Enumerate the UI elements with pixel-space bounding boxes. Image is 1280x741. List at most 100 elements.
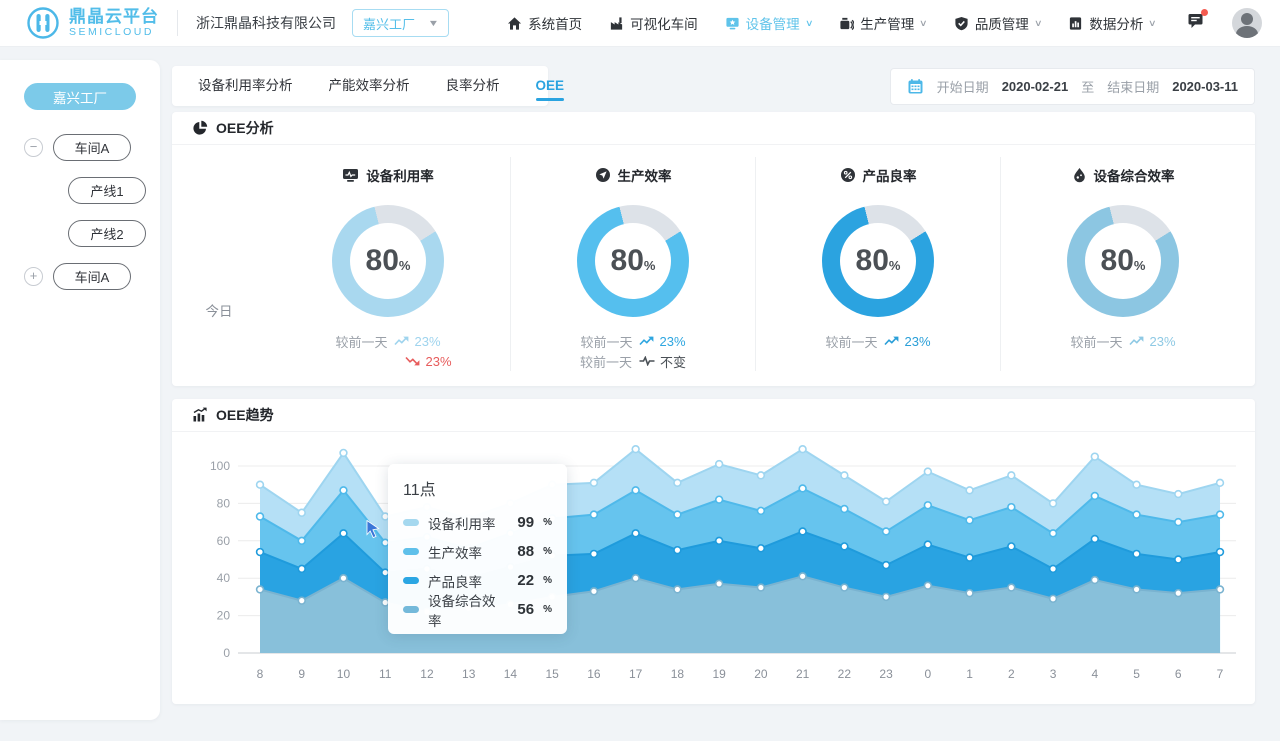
metric-overall-efficiency: 设备综合效率 80% 较前一天 23% <box>1000 157 1245 371</box>
brand-subtitle: SEMICLOUD <box>69 26 154 38</box>
oee-analysis-body: 今日 设备利用率 80% 较前一天 23% <box>172 145 1255 371</box>
svg-text:15: 15 <box>546 667 560 681</box>
tree-item-workshop-a2[interactable]: 车间A <box>53 263 131 290</box>
series-swatch <box>403 548 419 555</box>
main-content: 设备利用率分析 产能效率分析 良率分析 OEE 开始日期 2020-02-21 … <box>172 60 1255 717</box>
svg-text:20: 20 <box>217 609 231 623</box>
nav-item-analytics[interactable]: 数据分析 ∨ <box>1068 13 1157 33</box>
tab-capacity-analysis[interactable]: 产能效率分析 <box>328 78 410 93</box>
metric-utilization: 设备利用率 80% 较前一天 23% 23% <box>266 157 510 371</box>
tree-item-workshop-a[interactable]: 车间A <box>53 134 131 161</box>
start-date-label: 开始日期 <box>936 80 989 95</box>
start-date-value[interactable]: 2020-02-21 <box>1001 79 1069 94</box>
workshop-icon <box>611 16 623 30</box>
oee-trend-title: OEE趋势 <box>216 407 274 423</box>
svg-text:9: 9 <box>298 667 305 681</box>
collapse-toggle-icon[interactable]: − <box>24 138 43 157</box>
trend-up-icon <box>639 336 654 346</box>
trend-row: 23% <box>266 351 510 371</box>
company-name: 浙江鼎晶科技有限公司 <box>196 15 336 31</box>
user-avatar[interactable] <box>1232 8 1262 38</box>
mouse-cursor-icon <box>366 520 380 539</box>
svg-text:3: 3 <box>1050 667 1057 681</box>
end-date-label: 结束日期 <box>1107 80 1160 95</box>
trend-up-icon <box>1129 336 1144 346</box>
tooltip-row: 生产效率 88% <box>403 537 552 566</box>
droplet-icon <box>1073 168 1085 183</box>
device-icon <box>726 17 739 29</box>
svg-text:18: 18 <box>671 667 685 681</box>
svg-text:0: 0 <box>924 667 931 681</box>
navigation-icon <box>595 168 610 182</box>
sidebar-tree: − 车间A 产线1 产线2 + 车间A <box>0 126 160 298</box>
series-swatch <box>403 577 419 584</box>
svg-text:6: 6 <box>1175 667 1182 681</box>
svg-text:8: 8 <box>257 667 264 681</box>
tooltip-title: 11点 <box>403 482 436 499</box>
series-swatch <box>403 519 419 526</box>
sidebar: 嘉兴工厂 − 车间A 产线1 产线2 + 车间A <box>0 60 160 720</box>
tree-row-workshop-a2: + 车间A <box>0 255 160 298</box>
svg-text:16: 16 <box>587 667 601 681</box>
tab-utilization-analysis[interactable]: 设备利用率分析 <box>198 78 293 93</box>
oee-trend-header: OEE趋势 <box>172 399 1255 432</box>
date-range-picker[interactable]: 开始日期 2020-02-21 至 结束日期 2020-03-11 <box>889 68 1255 105</box>
semicloud-logo-icon <box>27 7 59 39</box>
nav-item-home[interactable]: 系统首页 <box>507 13 582 33</box>
svg-text:19: 19 <box>712 667 726 681</box>
tab-oee[interactable]: OEE <box>535 66 564 106</box>
oee-analysis-title: OEE分析 <box>216 120 274 136</box>
svg-text:14: 14 <box>504 667 518 681</box>
trend-row: 较前一天 23% <box>1070 333 1176 350</box>
nav-item-workshop[interactable]: 可视化车间 <box>609 13 698 33</box>
production-icon <box>840 17 855 30</box>
trend-row: 较前一天 23% <box>825 333 931 350</box>
end-date-value[interactable]: 2020-03-11 <box>1172 79 1238 94</box>
trend-chart-area[interactable]: 0 20 40 60 80 100 8 9 10 11 12 13 14 15 16 17 18 19 20 21 22… <box>172 432 1255 702</box>
nav-item-quality[interactable]: 品质管理 ∨ <box>954 13 1042 33</box>
trend-flat-icon <box>639 356 655 366</box>
svg-text:1: 1 <box>966 667 973 681</box>
oee-trend-card: OEE趋势 0 20 40 60 80 100 8 9 10 11 12 13 14 15 16 17 18 19… <box>172 399 1255 704</box>
svg-text:0: 0 <box>223 646 230 660</box>
bar-chart-trend-icon <box>193 407 207 422</box>
donut-utilization: 80% <box>332 205 444 317</box>
message-icon <box>1188 14 1203 28</box>
svg-text:4: 4 <box>1091 667 1098 681</box>
nav-item-production[interactable]: 生产管理 ∨ <box>839 13 928 33</box>
screen-pulse-icon <box>343 169 359 182</box>
svg-text:12: 12 <box>420 667 434 681</box>
tree-item-line-2[interactable]: 产线2 <box>68 220 146 247</box>
factory-select[interactable]: 嘉兴工厂 ▼ <box>352 9 449 37</box>
metric-production-efficiency: 生产效率 80% 较前一天 23% 较前一天 不变 <box>510 157 755 371</box>
home-icon <box>508 16 522 30</box>
sidebar-factory-pill[interactable]: 嘉兴工厂 <box>24 83 136 110</box>
tree-item-line-1[interactable]: 产线1 <box>68 177 146 204</box>
metric-yield: 产品良率 80% 较前一天 23% <box>755 157 1000 371</box>
tab-yield-analysis[interactable]: 良率分析 <box>445 78 500 93</box>
analytics-icon <box>1070 16 1082 30</box>
svg-text:20: 20 <box>754 667 768 681</box>
tree-row-workshop-a: − 车间A <box>0 126 160 169</box>
chevron-down-icon: ∨ <box>919 17 928 28</box>
pie-chart-icon <box>193 120 208 135</box>
trend-up-icon <box>394 336 409 346</box>
messages-button[interactable] <box>1187 9 1208 34</box>
chevron-down-icon: ∨ <box>1148 17 1157 28</box>
expand-toggle-icon[interactable]: + <box>24 267 43 286</box>
chevron-down-icon: ∨ <box>1033 17 1043 28</box>
svg-text:60: 60 <box>217 534 231 548</box>
oee-analysis-card: OEE分析 今日 设备利用率 80% 较前一天 23% <box>172 112 1255 386</box>
svg-text:23: 23 <box>879 667 893 681</box>
donut-overall-efficiency: 80% <box>1067 205 1179 317</box>
donut-yield: 80% <box>822 205 934 317</box>
calendar-icon <box>908 79 923 94</box>
svg-text:2: 2 <box>1008 667 1015 681</box>
trend-up-icon <box>884 336 899 346</box>
trend-row: 较前一天 23% <box>580 333 686 350</box>
oee-analysis-header: OEE分析 <box>172 112 1255 145</box>
chevron-down-icon: ∨ <box>804 17 814 28</box>
nav-item-device[interactable]: 设备管理 ∨ <box>725 13 813 33</box>
svg-text:80: 80 <box>217 496 231 510</box>
